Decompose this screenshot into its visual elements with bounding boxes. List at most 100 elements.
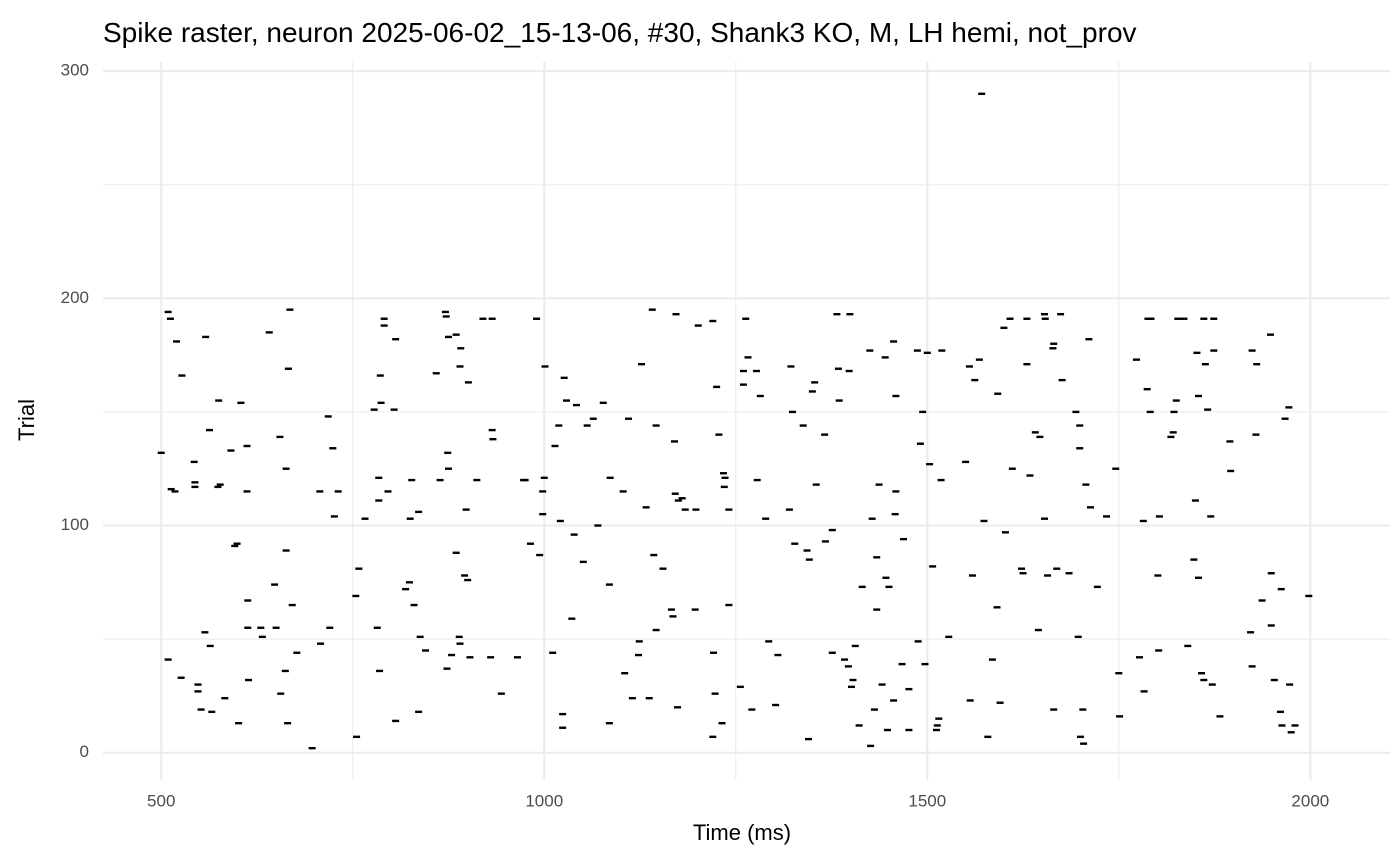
spike bbox=[674, 706, 682, 709]
spike bbox=[753, 478, 761, 482]
spike bbox=[1036, 435, 1044, 439]
spike bbox=[821, 540, 829, 543]
spike bbox=[436, 478, 444, 482]
spike bbox=[1086, 506, 1094, 509]
spike bbox=[1247, 631, 1255, 634]
spike bbox=[715, 433, 723, 436]
spike bbox=[994, 392, 1002, 395]
spike bbox=[473, 478, 481, 482]
spike bbox=[619, 490, 627, 493]
spike bbox=[235, 721, 243, 725]
spike bbox=[551, 444, 559, 448]
spike bbox=[1174, 317, 1182, 320]
spike bbox=[846, 313, 854, 316]
spike bbox=[489, 437, 497, 441]
spike bbox=[178, 374, 186, 377]
spike bbox=[441, 310, 449, 314]
spike bbox=[1167, 435, 1175, 439]
spike bbox=[1001, 531, 1009, 534]
spike bbox=[744, 356, 752, 359]
spike bbox=[932, 728, 940, 732]
spike bbox=[652, 424, 660, 427]
spike bbox=[457, 347, 465, 350]
spike bbox=[628, 697, 636, 700]
spike bbox=[672, 313, 680, 316]
spike bbox=[549, 651, 557, 654]
spike bbox=[606, 476, 614, 480]
spike bbox=[898, 662, 906, 666]
x-tick-label: 1500 bbox=[908, 791, 946, 810]
spike bbox=[1041, 313, 1049, 316]
spike bbox=[971, 378, 979, 382]
spike bbox=[828, 528, 836, 532]
spike bbox=[984, 735, 992, 739]
spike bbox=[177, 676, 185, 679]
spike bbox=[851, 644, 859, 648]
spike bbox=[282, 549, 290, 552]
spike bbox=[713, 385, 721, 389]
spike bbox=[286, 308, 294, 311]
spike bbox=[1194, 394, 1202, 398]
spike bbox=[883, 728, 891, 732]
spike bbox=[1172, 399, 1180, 402]
spike bbox=[456, 365, 464, 368]
spike bbox=[652, 628, 660, 632]
spike bbox=[1023, 362, 1031, 366]
spike bbox=[1270, 678, 1278, 682]
spike bbox=[742, 317, 750, 320]
spike bbox=[1169, 431, 1177, 434]
spike bbox=[845, 369, 853, 373]
spike bbox=[167, 487, 175, 491]
spike bbox=[1155, 515, 1163, 518]
spike bbox=[415, 710, 423, 714]
spike bbox=[570, 533, 578, 536]
spike bbox=[405, 581, 413, 584]
spike bbox=[1216, 715, 1224, 718]
spike bbox=[892, 490, 900, 493]
spike bbox=[1023, 317, 1031, 320]
spike bbox=[1115, 672, 1123, 675]
spike bbox=[559, 726, 567, 729]
spike bbox=[1286, 683, 1294, 686]
spike bbox=[835, 399, 843, 402]
spike bbox=[1285, 406, 1293, 409]
spike bbox=[392, 719, 400, 723]
spike bbox=[721, 476, 729, 480]
spike bbox=[355, 567, 363, 570]
spike bbox=[1000, 326, 1008, 330]
spike bbox=[785, 508, 793, 511]
spike bbox=[555, 424, 563, 427]
spike bbox=[497, 692, 505, 695]
spike bbox=[271, 583, 279, 586]
spike bbox=[659, 567, 667, 570]
y-tick-label: 200 bbox=[61, 288, 89, 307]
y-tick-label: 0 bbox=[80, 742, 89, 761]
spike bbox=[1198, 672, 1206, 675]
spike bbox=[466, 656, 474, 659]
spike bbox=[1103, 515, 1111, 518]
spike bbox=[521, 478, 529, 482]
spike bbox=[288, 603, 296, 607]
spike bbox=[245, 678, 253, 682]
spike bbox=[841, 658, 849, 661]
spike bbox=[1267, 572, 1275, 575]
spike bbox=[833, 313, 841, 316]
spike bbox=[933, 724, 941, 727]
spike bbox=[444, 335, 452, 339]
spike bbox=[847, 685, 855, 689]
spike bbox=[1116, 715, 1124, 718]
spike bbox=[539, 512, 547, 516]
spike bbox=[1287, 731, 1295, 734]
spike bbox=[316, 490, 324, 493]
spike bbox=[442, 315, 450, 318]
spike bbox=[855, 724, 863, 727]
spike bbox=[173, 340, 181, 343]
spike bbox=[1155, 649, 1163, 652]
spike bbox=[978, 92, 986, 96]
spike bbox=[324, 415, 332, 418]
spike bbox=[1210, 349, 1218, 352]
chart-title: Spike raster, neuron 2025-06-02_15-13-06… bbox=[103, 17, 1137, 48]
spike bbox=[539, 490, 547, 493]
spike bbox=[1049, 347, 1057, 350]
